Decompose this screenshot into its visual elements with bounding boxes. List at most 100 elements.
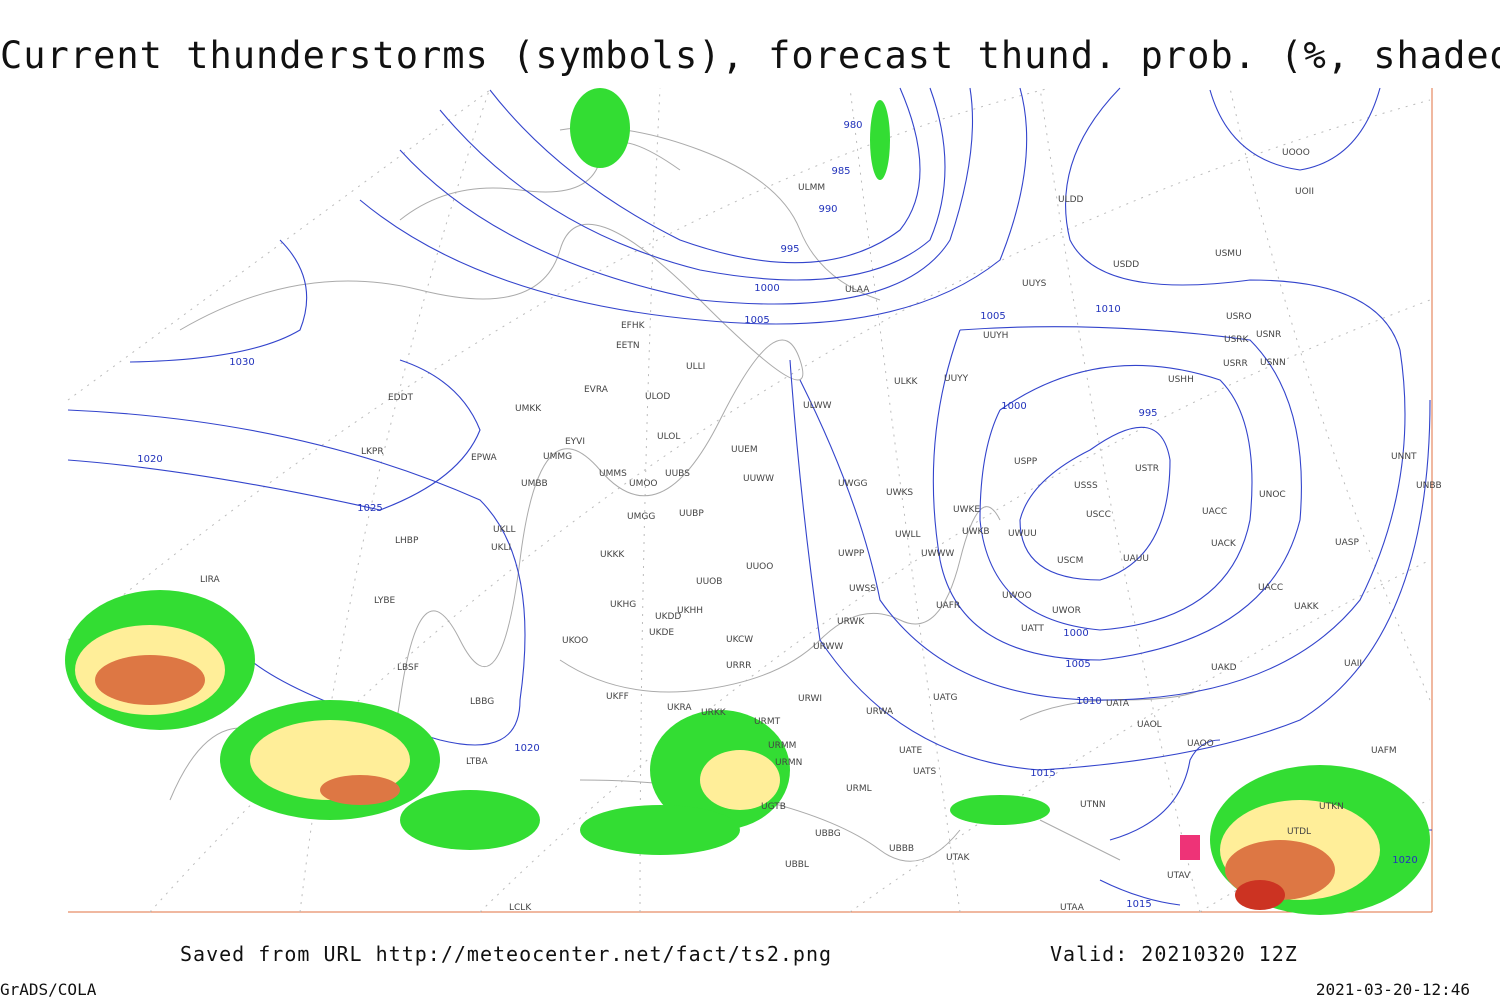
station-label: UNOC — [1259, 490, 1286, 500]
station-label: USMU — [1215, 249, 1242, 259]
isobar — [67, 359, 481, 511]
isobar-label: 990 — [818, 204, 837, 215]
station-label: ULWW — [803, 401, 832, 411]
station-label: USTR — [1135, 464, 1159, 474]
station-label: UAUU — [1123, 554, 1149, 564]
station-label: UKRA — [667, 703, 692, 713]
station-label: UKDD — [655, 612, 681, 622]
station-label: UACC — [1202, 507, 1227, 517]
isobar-label: 1005 — [744, 315, 769, 326]
station-label: LYBE — [374, 596, 395, 606]
station-label: UWKB — [962, 527, 990, 537]
station-label: ULLI — [686, 362, 705, 372]
station-label: ULDD — [1058, 195, 1084, 205]
station-label: USSS — [1074, 481, 1098, 491]
isobar-label: 985 — [831, 166, 850, 177]
station-label: EETN — [616, 341, 640, 351]
isobar-label: 1025 — [357, 503, 382, 514]
station-label: UAFR — [936, 601, 960, 611]
station-label: UAKK — [1294, 602, 1320, 612]
isobar-label: 1010 — [1076, 696, 1101, 707]
station-label: UAOL — [1137, 720, 1162, 730]
station-label: UWGG — [838, 479, 867, 489]
labels: 980 985 990 995 1000 1005 1030 1020 1025 1020 1005… — [137, 120, 1441, 913]
station-label: UATG — [933, 693, 958, 703]
station-label: UWKE — [953, 505, 980, 515]
station-label: LKPR — [361, 447, 384, 457]
prob-area — [870, 100, 890, 180]
isobar — [129, 239, 308, 363]
isobar-label: 1015 — [1030, 768, 1055, 779]
station-label: URMT — [754, 717, 781, 727]
isobar-label: 1015 — [1126, 899, 1151, 910]
thunder-probability — [65, 88, 1430, 915]
station-label: UTAK — [946, 853, 971, 863]
station-label: UKFF — [606, 692, 629, 702]
station-label: UBBB — [889, 844, 914, 854]
station-label: EFHK — [621, 321, 646, 331]
isobar — [439, 87, 946, 281]
station-label: UMKK — [515, 404, 542, 414]
prob-area — [1235, 880, 1285, 910]
isobar-label: 1000 — [1001, 401, 1026, 412]
station-label: USDD — [1113, 260, 1139, 270]
station-label: UUEM — [731, 445, 758, 455]
station-label: UTAV — [1167, 871, 1191, 881]
isobar — [399, 87, 974, 305]
station-label: UWOR — [1052, 606, 1081, 616]
station-label: LCLK — [509, 903, 532, 913]
station-label: UKKK — [600, 550, 625, 560]
station-label: UNBB — [1416, 481, 1442, 491]
isobar — [932, 326, 1302, 661]
station-label: EVRA — [584, 385, 609, 395]
station-label: EDDT — [388, 393, 414, 403]
station-label: UMGG — [627, 512, 655, 522]
isobar-label: 995 — [1138, 408, 1157, 419]
station-label: UATA — [1106, 699, 1130, 709]
isobar-label: 1010 — [1095, 304, 1120, 315]
station-label: UAKD — [1211, 663, 1237, 673]
station-label: UNNT — [1391, 452, 1417, 462]
isobar — [979, 364, 1253, 631]
isobar — [789, 359, 1431, 771]
station-label: UGTB — [761, 802, 786, 812]
station-label: UACC — [1258, 583, 1283, 593]
station-label: UKHH — [677, 606, 703, 616]
station-label: UWLL — [895, 530, 921, 540]
station-label: UKOO — [562, 636, 588, 646]
station-label: UAII — [1344, 659, 1362, 669]
station-label: UAOO — [1187, 739, 1214, 749]
station-label: USRO — [1226, 312, 1252, 322]
station-label: USRR — [1223, 359, 1248, 369]
station-label: UKDE — [649, 628, 674, 638]
station-label: ULOL — [657, 432, 680, 442]
isobar — [489, 87, 921, 264]
isobar-label: 1030 — [229, 357, 254, 368]
station-label: URML — [846, 784, 872, 794]
valid-time: Valid: 20210320 12Z — [1050, 942, 1298, 966]
isobars — [67, 87, 1432, 906]
station-label: USRK — [1224, 335, 1250, 345]
station-label: UKLI — [491, 543, 511, 553]
station-label: UMMS — [599, 469, 627, 479]
station-label: USNN — [1260, 358, 1286, 368]
station-label: URRR — [726, 661, 751, 671]
isobar — [1209, 87, 1381, 171]
station-label: ULOD — [645, 392, 670, 402]
station-label: UMMG — [543, 452, 572, 462]
station-label: UUWW — [743, 474, 774, 484]
station-label: UWKS — [886, 488, 913, 498]
station-label: LBSF — [397, 663, 419, 673]
prob-area — [950, 795, 1050, 825]
station-label: UTKN — [1319, 802, 1344, 812]
station-label: UMOO — [629, 479, 658, 489]
station-label: UTNN — [1080, 800, 1106, 810]
station-label: UWPP — [838, 549, 865, 559]
station-label: UUOB — [696, 577, 722, 587]
station-label: UKLL — [493, 525, 516, 535]
station-label: UUBS — [665, 469, 690, 479]
station-label: UOOO — [1282, 148, 1310, 158]
station-label: UATS — [913, 767, 937, 777]
station-label: URWA — [866, 707, 894, 717]
